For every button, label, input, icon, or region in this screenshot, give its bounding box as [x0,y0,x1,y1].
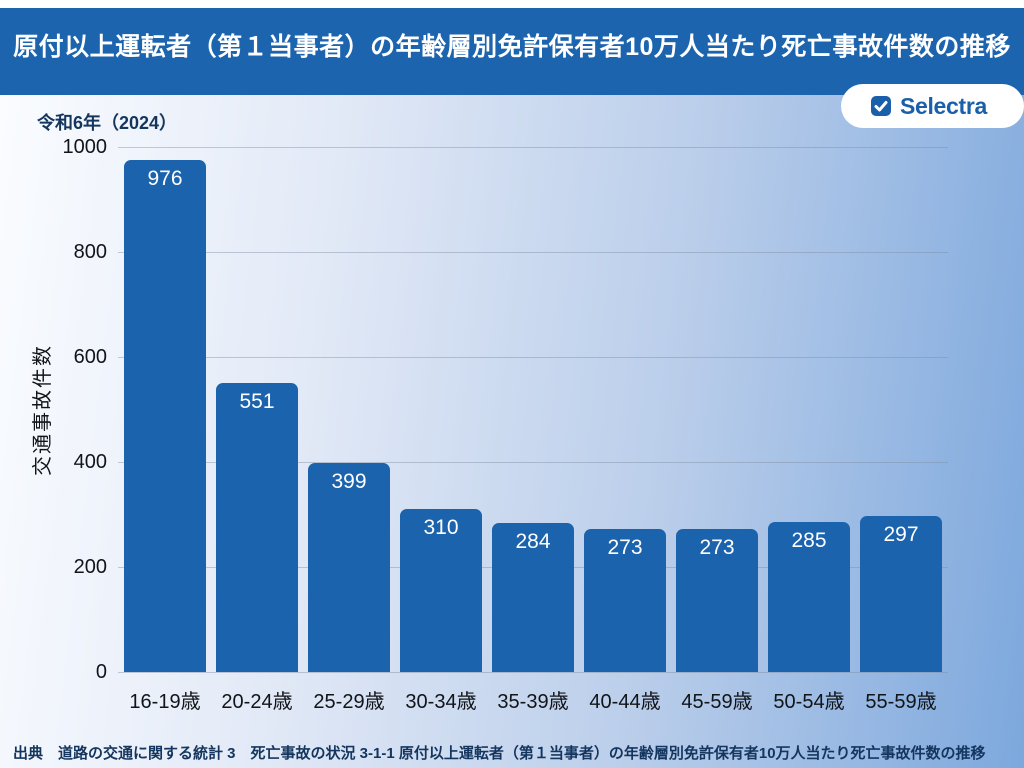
y-tick-label-1000: 1000 [62,136,108,158]
x-tick-label: 25-29歳 [313,691,385,713]
bar-35-39歳: 284 [492,522,574,672]
bar-value-label: 310 [423,516,459,540]
bar-16-19歳: 976 [124,159,206,672]
bar-value-label: 285 [791,529,827,553]
source-citation: 出典 道路の交通に関する統計 3 死亡事故の状況 3-1-1 原付以上運転者（第… [13,745,986,762]
x-tick-label: 40-44歳 [589,691,661,713]
brand-name: Selectra [899,92,988,119]
x-tick-label: 16-19歳 [129,691,201,713]
bar-value-label: 273 [699,535,735,559]
y-tick-label-200: 200 [73,556,107,578]
gridline-0 [118,672,948,673]
x-tick-label: 30-34歳 [405,691,477,713]
bar-value-label: 297 [883,523,919,547]
bar-30-34歳: 310 [400,509,482,672]
check-square-icon [870,96,891,116]
y-tick-label-0: 0 [95,661,107,683]
selectra-logo-badge: Selectra [841,84,1024,128]
x-tick-label: 50-54歳 [773,691,845,713]
bar-25-29歳: 399 [308,462,390,672]
bar-20-24歳: 551 [216,382,298,672]
x-tick-label: 35-39歳 [497,691,569,713]
x-tick-label: 55-59歳 [865,691,937,713]
bar-50-54歳: 285 [768,522,850,672]
bar-45-59歳: 273 [676,528,758,672]
y-tick-label-600: 600 [73,346,107,368]
bar-value-label: 284 [515,529,551,553]
y-tick-label-400: 400 [73,451,107,473]
bar-value-label: 551 [239,389,275,413]
bar-value-label: 399 [331,469,367,493]
gridline-800 [118,252,948,253]
y-axis-title: 交通事故件数 [32,344,54,476]
bar-value-label: 273 [607,535,643,559]
bar-value-label: 976 [147,166,183,190]
bar-55-59歳: 297 [860,516,942,672]
page-title: 原付以上運転者（第１当事者）の年齢層別免許保有者10万人当たり死亡事故件数の推移 [13,33,1011,61]
chart-area: 令和6年（2024） 交通事故件数 0 200 400 600 800 1000 976 16… [0,95,1024,768]
x-tick-label: 20-24歳 [221,691,293,713]
gridline-1000 [118,147,948,148]
gridline-400 [118,462,948,463]
x-tick-label: 45-59歳 [681,691,753,713]
y-tick-label-800: 800 [73,241,107,263]
bar-40-44歳: 273 [584,528,666,672]
gridline-600 [118,357,948,358]
chart-subtitle-era: 令和6年（2024） [37,113,178,133]
header-bar: 原付以上運転者（第１当事者）の年齢層別免許保有者10万人当たり死亡事故件数の推移 [0,8,1024,95]
